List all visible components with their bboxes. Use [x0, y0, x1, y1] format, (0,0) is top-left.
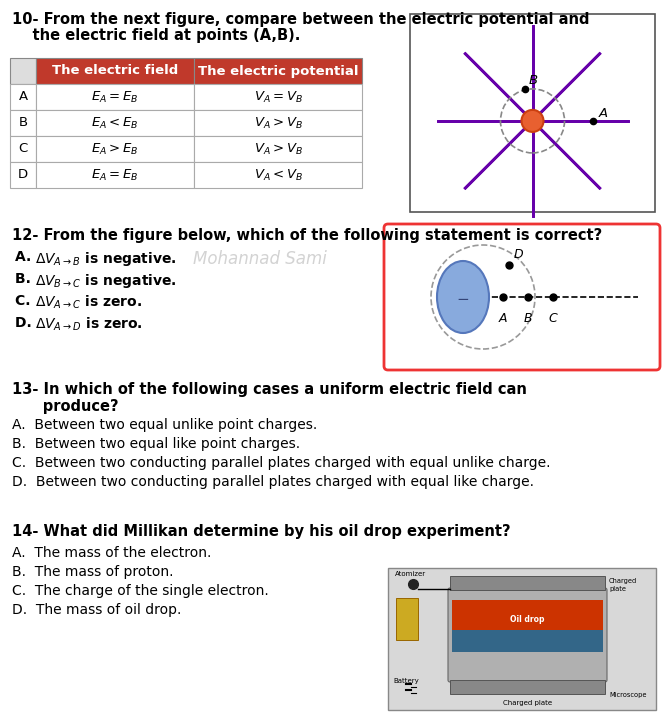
- Text: B: B: [19, 116, 27, 129]
- Text: D: D: [18, 169, 28, 182]
- Text: B.  The mass of proton.: B. The mass of proton.: [12, 565, 173, 579]
- Text: 14- What did Millikan determine by his oil drop experiment?: 14- What did Millikan determine by his o…: [12, 524, 511, 539]
- Text: Microscope: Microscope: [609, 692, 646, 698]
- Bar: [194, 136, 362, 162]
- Bar: [388, 568, 656, 710]
- Bar: [410, 14, 655, 212]
- Bar: [36, 110, 194, 136]
- Bar: [396, 598, 418, 640]
- FancyBboxPatch shape: [384, 224, 660, 370]
- Text: Battery: Battery: [393, 678, 419, 684]
- Text: B: B: [524, 312, 532, 325]
- Bar: [194, 84, 362, 110]
- Text: $A$: $A$: [598, 107, 608, 120]
- Text: C: C: [19, 142, 27, 156]
- Circle shape: [522, 110, 544, 132]
- Bar: [194, 58, 362, 84]
- Bar: [450, 576, 605, 590]
- Text: $E_A > E_B$: $E_A > E_B$: [91, 141, 139, 157]
- Text: A: A: [19, 90, 27, 103]
- Text: A.  The mass of the electron.: A. The mass of the electron.: [12, 546, 211, 560]
- Text: D.: D.: [15, 316, 41, 330]
- Text: $E_A = E_B$: $E_A = E_B$: [91, 167, 139, 182]
- Text: Charged
plate: Charged plate: [609, 579, 637, 592]
- Text: $\Delta V_{A\to B}$ is negative.: $\Delta V_{A\to B}$ is negative.: [35, 250, 177, 268]
- Text: $\Delta V_{A\to D}$ is zero.: $\Delta V_{A\to D}$ is zero.: [35, 316, 143, 333]
- Text: $\Delta V_{A\to C}$ is zero.: $\Delta V_{A\to C}$ is zero.: [35, 294, 142, 312]
- Bar: [10, 136, 36, 162]
- Text: $V_A > V_B$: $V_A > V_B$: [253, 116, 302, 131]
- Text: $E_A < E_B$: $E_A < E_B$: [91, 116, 139, 131]
- Bar: [36, 58, 194, 84]
- FancyBboxPatch shape: [448, 588, 607, 682]
- Text: $B$: $B$: [528, 74, 538, 87]
- Text: C.: C.: [15, 294, 40, 308]
- Bar: [10, 84, 36, 110]
- Text: A: A: [499, 312, 507, 325]
- Bar: [36, 84, 194, 110]
- Bar: [194, 162, 362, 188]
- Bar: [10, 110, 36, 136]
- Text: $E_A = E_B$: $E_A = E_B$: [91, 90, 139, 105]
- Text: Mohannad Sami: Mohannad Sami: [193, 250, 327, 268]
- Bar: [450, 680, 605, 694]
- Text: Atomizer: Atomizer: [395, 571, 426, 577]
- Text: 10- From the next figure, compare between the electric potential and: 10- From the next figure, compare betwee…: [12, 12, 590, 27]
- Text: The electric field: The electric field: [52, 65, 178, 78]
- Text: D.  Between two conducting parallel plates charged with equal like charge.: D. Between two conducting parallel plate…: [12, 475, 534, 489]
- Bar: [10, 58, 36, 84]
- Text: $V_A > V_B$: $V_A > V_B$: [253, 141, 302, 157]
- Bar: [10, 162, 36, 188]
- Text: B.: B.: [15, 272, 41, 286]
- Text: 13- In which of the following cases a uniform electric field can: 13- In which of the following cases a un…: [12, 382, 527, 397]
- Bar: [194, 110, 362, 136]
- Text: $V_A = V_B$: $V_A = V_B$: [253, 90, 302, 105]
- Text: A.: A.: [15, 250, 41, 264]
- Text: $\Delta V_{B\to C}$ is negative.: $\Delta V_{B\to C}$ is negative.: [35, 272, 177, 290]
- Text: A.  Between two equal unlike point charges.: A. Between two equal unlike point charge…: [12, 418, 317, 432]
- Text: produce?: produce?: [12, 399, 119, 414]
- Text: $V_A < V_B$: $V_A < V_B$: [253, 167, 302, 182]
- Ellipse shape: [437, 261, 489, 333]
- Text: 12- From the figure below, which of the following statement is correct?: 12- From the figure below, which of the …: [12, 228, 602, 243]
- Bar: [36, 162, 194, 188]
- Text: $D$: $D$: [513, 248, 524, 261]
- Text: C.  The charge of the single electron.: C. The charge of the single electron.: [12, 584, 269, 598]
- Text: Oil drop: Oil drop: [510, 615, 545, 625]
- Bar: [452, 600, 603, 630]
- Text: the electric field at points (A,B).: the electric field at points (A,B).: [12, 28, 300, 43]
- Text: $-$: $-$: [456, 289, 470, 304]
- Text: C: C: [549, 312, 558, 325]
- Text: C.  Between two conducting parallel plates charged with equal unlike charge.: C. Between two conducting parallel plate…: [12, 456, 550, 470]
- Text: Charged plate: Charged plate: [503, 700, 552, 706]
- Text: B.  Between two equal like point charges.: B. Between two equal like point charges.: [12, 437, 300, 451]
- Text: D.  The mass of oil drop.: D. The mass of oil drop.: [12, 603, 181, 617]
- Bar: [36, 136, 194, 162]
- Bar: [452, 630, 603, 652]
- Text: The electric potential: The electric potential: [197, 65, 358, 78]
